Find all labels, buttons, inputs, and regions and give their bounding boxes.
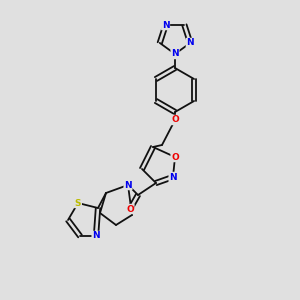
Text: N: N [124, 181, 132, 190]
Text: N: N [169, 172, 177, 182]
Text: N: N [92, 232, 100, 241]
Text: O: O [126, 205, 134, 214]
Text: O: O [171, 152, 179, 161]
Text: S: S [75, 199, 81, 208]
Text: N: N [171, 50, 179, 58]
Text: O: O [171, 116, 179, 124]
Text: N: N [186, 38, 194, 47]
Text: N: N [162, 21, 170, 30]
